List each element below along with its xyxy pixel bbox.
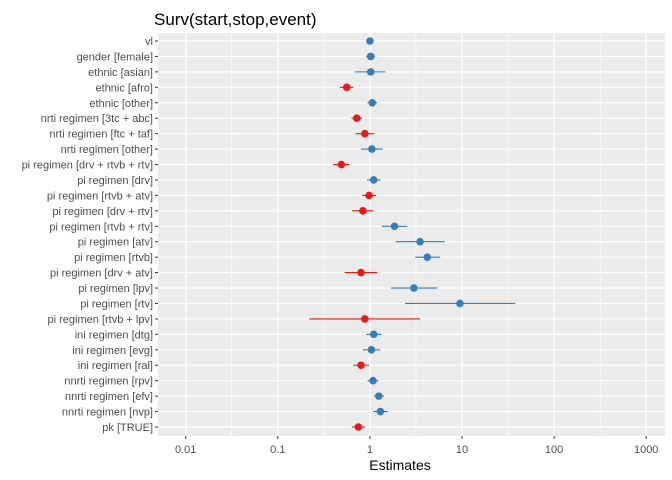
estimate-point bbox=[369, 176, 378, 184]
estimate-point bbox=[368, 145, 376, 153]
y-tick-label: nrti regimen [ftc + taf] bbox=[49, 129, 153, 141]
estimate-point bbox=[367, 346, 376, 354]
y-tick-label: nnrti regimen [rpv] bbox=[64, 376, 153, 388]
x-tick-label: 100 bbox=[545, 444, 563, 456]
estimate-point bbox=[352, 114, 361, 122]
x-axis-label: Estimates bbox=[369, 457, 430, 473]
estimate-point bbox=[366, 37, 374, 45]
y-tick-label: ethnic [asian] bbox=[88, 67, 153, 79]
estimate-point bbox=[365, 191, 373, 200]
y-tick-label: ethnic [afro] bbox=[96, 82, 153, 94]
estimate-point bbox=[337, 160, 346, 169]
estimate-point bbox=[342, 83, 351, 92]
x-tick-label: 1 bbox=[367, 444, 373, 456]
y-tick-label: pi regimen [drv + rtv] bbox=[52, 206, 153, 218]
y-tick-label: pk [TRUE] bbox=[102, 422, 153, 434]
x-tick-label: 0.1 bbox=[270, 444, 285, 456]
estimate-point bbox=[369, 330, 378, 339]
y-tick-label: nnrti regimen [efv] bbox=[65, 391, 153, 403]
chart-title: Surv(start,stop,event) bbox=[154, 10, 317, 29]
y-tick-label: ini regimen [evg] bbox=[72, 345, 153, 357]
y-tick-label: pi regimen [lpv] bbox=[78, 283, 153, 295]
y-tick-label: pi regimen [rtv] bbox=[80, 298, 153, 310]
estimate-point bbox=[366, 68, 375, 76]
y-tick-label: nnrti regimen [nvp] bbox=[62, 407, 153, 419]
plot-panel bbox=[158, 33, 665, 436]
estimate-point bbox=[368, 98, 377, 107]
y-tick-label: gender [female] bbox=[77, 51, 153, 63]
estimate-point bbox=[366, 52, 375, 61]
estimate-point bbox=[354, 423, 363, 431]
estimate-point bbox=[361, 315, 369, 323]
x-axis-ticks: 0.01 0.1 1 10 100 1000 bbox=[175, 436, 658, 456]
estimate-point bbox=[456, 299, 464, 308]
estimate-point bbox=[375, 392, 383, 400]
estimate-point bbox=[357, 268, 365, 277]
y-tick-label: pi regimen [rtvb + lpv] bbox=[48, 314, 153, 326]
estimate-point bbox=[361, 129, 369, 138]
y-tick-label: pi regimen [rtvb] bbox=[74, 252, 153, 264]
estimate-point bbox=[369, 376, 377, 385]
y-tick-label: ini regimen [ral] bbox=[78, 360, 153, 372]
x-tick-label: 1000 bbox=[634, 444, 658, 456]
minor-gridlines bbox=[231, 33, 601, 436]
estimate-point bbox=[357, 361, 365, 370]
y-tick-label: nrti regimen [3tc + abc] bbox=[41, 113, 153, 125]
y-tick-label: ini regimen [dtg] bbox=[75, 329, 153, 341]
estimate-point bbox=[390, 222, 399, 231]
estimate-point bbox=[410, 284, 418, 292]
x-tick-label: 10 bbox=[456, 444, 468, 456]
y-axis-ticks: vl gender [female] ethnic [asian] ethnic [a… bbox=[22, 36, 158, 434]
y-tick-label: ethnic [other] bbox=[89, 98, 153, 110]
estimate-marks bbox=[309, 37, 516, 431]
y-tick-label: pi regimen [drv + atv] bbox=[50, 268, 153, 280]
y-tick-label: pi regimen [rtvb + atv] bbox=[47, 190, 153, 202]
estimate-point bbox=[416, 237, 424, 246]
y-tick-label: nrti regimen [other] bbox=[61, 144, 153, 156]
y-tick-label: pi regimen [atv] bbox=[78, 237, 153, 249]
estimate-point bbox=[359, 207, 367, 215]
estimate-point bbox=[376, 407, 385, 416]
y-tick-label: pi regimen [drv + rtvb + rtv] bbox=[22, 160, 153, 172]
y-tick-label: vl bbox=[145, 36, 153, 48]
estimate-point bbox=[423, 253, 432, 261]
y-tick-label: pi regimen [rtvb + rtv] bbox=[49, 221, 153, 233]
y-tick-label: pi regimen [drv] bbox=[77, 175, 153, 187]
x-tick-label: 0.01 bbox=[175, 444, 196, 456]
